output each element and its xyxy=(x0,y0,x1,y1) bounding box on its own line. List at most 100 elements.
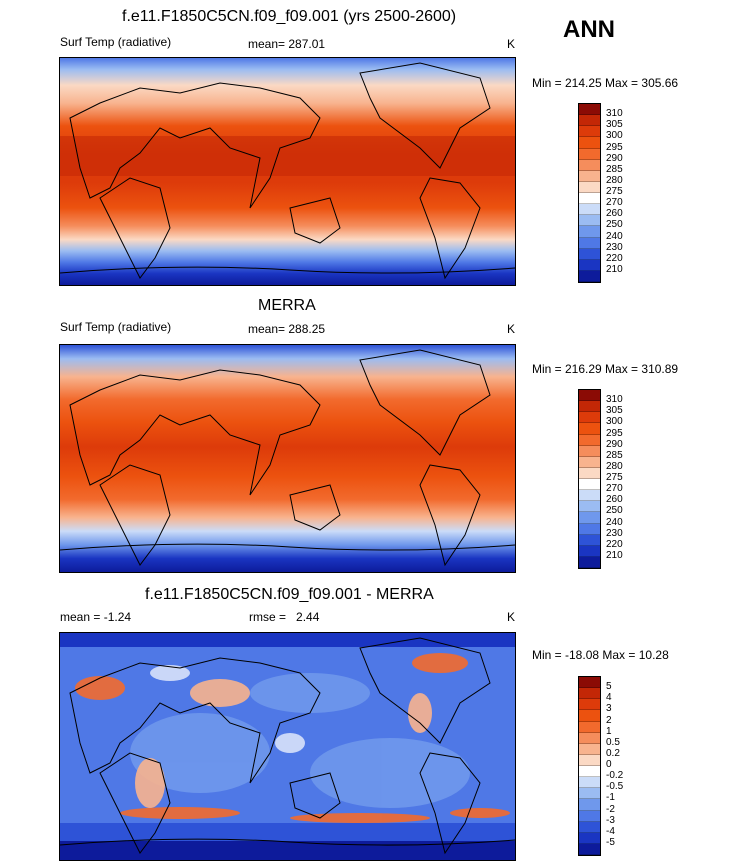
colorbar-tick-label: 260 xyxy=(606,494,623,506)
colorbar-swatch xyxy=(579,490,600,502)
colorbar-swatch xyxy=(579,204,600,216)
colorbar-tick-label: 305 xyxy=(606,405,623,417)
colorbar-swatch xyxy=(579,523,600,535)
colorbar-swatch xyxy=(579,115,600,127)
panel1-colorbar xyxy=(578,103,601,283)
colorbar-tick-label: 220 xyxy=(606,538,623,550)
colorbar-swatch xyxy=(579,390,600,402)
colorbar-swatch xyxy=(579,181,600,193)
colorbar-tick-label: 5 xyxy=(606,681,612,693)
colorbar-swatch xyxy=(579,777,600,789)
colorbar-swatch xyxy=(579,434,600,446)
colorbar-tick-label: 280 xyxy=(606,174,623,186)
panel3-mean-label: mean = -1.24 xyxy=(60,610,132,624)
colorbar-swatch xyxy=(579,556,600,568)
colorbar-tick-label: 300 xyxy=(606,130,623,142)
panel2-mean-label: mean= 288.25 xyxy=(248,322,326,336)
colorbar-tick-label: 240 xyxy=(606,230,623,242)
colorbar-swatch xyxy=(579,193,600,205)
colorbar-swatch xyxy=(579,401,600,413)
colorbar-swatch xyxy=(579,688,600,700)
colorbar-swatch xyxy=(579,766,600,778)
colorbar-swatch xyxy=(579,159,600,171)
colorbar-swatch xyxy=(579,721,600,733)
colorbar-swatch xyxy=(579,423,600,435)
colorbar-tick-label: 1 xyxy=(606,725,612,737)
colorbar-swatch xyxy=(579,226,600,238)
panel2-minmax: Min = 216.29 Max = 310.89 xyxy=(532,362,679,376)
panel3-units: K xyxy=(507,610,516,624)
colorbar-tick-label: 295 xyxy=(606,141,623,153)
colorbar-tick-label: 305 xyxy=(606,119,623,131)
colorbar-swatch xyxy=(579,148,600,160)
panel3-rmse-label: rmse = 2.44 xyxy=(249,610,320,624)
panel2-units: K xyxy=(507,322,516,336)
colorbar-swatch xyxy=(579,699,600,711)
colorbar-tick-label: -1 xyxy=(606,792,615,804)
colorbar-tick-label: -3 xyxy=(606,814,615,826)
panel1-mean-value: 287.01 xyxy=(288,37,326,51)
colorbar-tick-label: 295 xyxy=(606,427,623,439)
colorbar-swatch xyxy=(579,754,600,766)
colorbar-swatch xyxy=(579,843,600,855)
colorbar-swatch xyxy=(579,821,600,833)
colorbar-swatch xyxy=(579,137,600,149)
panel3-colorbar xyxy=(578,676,601,856)
colorbar-swatch xyxy=(579,732,600,744)
colorbar-tick-label: 310 xyxy=(606,108,623,120)
colorbar-tick-label: 290 xyxy=(606,438,623,450)
colorbar-tick-label: 275 xyxy=(606,186,623,197)
colorbar-tick-label: 240 xyxy=(606,516,623,528)
colorbar-tick-label: 210 xyxy=(606,549,623,561)
colorbar-swatch xyxy=(579,170,600,182)
panel1-minmax: Min = 214.25 Max = 305.66 xyxy=(532,76,679,90)
panel2-colorbar xyxy=(578,389,601,569)
colorbar-tick-label: 0.2 xyxy=(606,747,620,759)
panel3-map xyxy=(59,632,516,861)
colorbar-swatch xyxy=(579,512,600,524)
colorbar-tick-label: 280 xyxy=(606,460,623,472)
panel2-mean-value: 288.25 xyxy=(288,322,326,336)
panel1-variable-label: Surf Temp (radiative) xyxy=(60,35,172,49)
colorbar-tick-label: 4 xyxy=(606,692,612,704)
colorbar-swatch xyxy=(579,248,600,260)
colorbar-tick-label: 260 xyxy=(606,208,623,220)
colorbar-swatch xyxy=(579,467,600,479)
panel2-map xyxy=(59,344,516,573)
colorbar-tick-label: -0.2 xyxy=(606,770,624,782)
colorbar-tick-label: 270 xyxy=(606,197,623,209)
colorbar-tick-label: 250 xyxy=(606,219,623,231)
colorbar-swatch xyxy=(579,104,600,116)
colorbar-tick-label: -2 xyxy=(606,803,615,815)
colorbar-tick-label: 270 xyxy=(606,483,623,495)
colorbar-tick-label: 210 xyxy=(606,263,623,275)
panel1-mean-label: mean= 287.01 xyxy=(248,37,326,51)
colorbar-tick-label: -0.5 xyxy=(606,781,624,793)
colorbar-tick-label: 220 xyxy=(606,252,623,264)
colorbar-tick-label: -4 xyxy=(606,825,615,837)
panel3-minmax: Min = -18.08 Max = 10.28 xyxy=(532,648,669,662)
panel2-title: MERRA xyxy=(258,297,316,314)
season-label: ANN xyxy=(563,16,615,43)
panel2-variable-label: Surf Temp (radiative) xyxy=(60,320,172,334)
panel1-title: f.e11.F1850C5CN.f09_f09.001 (yrs 2500-26… xyxy=(122,8,457,25)
colorbar-tick-label: 230 xyxy=(606,241,623,253)
colorbar-swatch xyxy=(579,545,600,557)
colorbar-tick-label: 310 xyxy=(606,394,623,406)
panel3-title: f.e11.F1850C5CN.f09_f09.001 - MERRA xyxy=(145,586,434,603)
colorbar-tick-label: 290 xyxy=(606,152,623,164)
colorbar-swatch xyxy=(579,412,600,424)
colorbar-swatch xyxy=(579,710,600,722)
colorbar-swatch xyxy=(579,126,600,138)
colorbar-swatch xyxy=(579,237,600,249)
colorbar-swatch xyxy=(579,743,600,755)
colorbar-swatch xyxy=(579,832,600,844)
panel1-units: K xyxy=(507,37,516,51)
colorbar-swatch xyxy=(579,788,600,800)
colorbar-tick-label: 250 xyxy=(606,505,623,517)
colorbar-tick-label: -5 xyxy=(606,836,615,848)
colorbar-swatch xyxy=(579,259,600,271)
colorbar-tick-label: 0 xyxy=(606,759,612,770)
colorbar-swatch xyxy=(579,677,600,689)
colorbar-swatch xyxy=(579,270,600,282)
